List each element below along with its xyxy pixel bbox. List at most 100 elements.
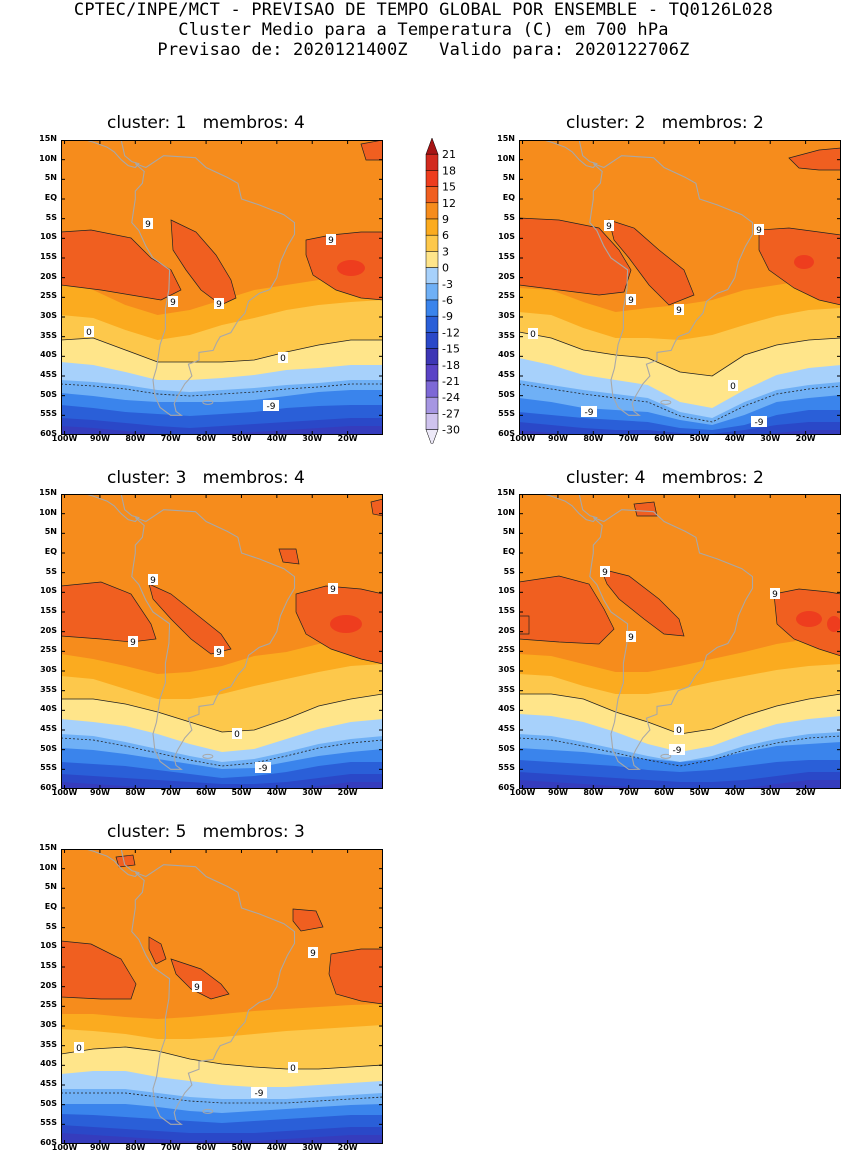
lat-label: 10S	[40, 232, 57, 242]
lat-label: 10S	[498, 586, 515, 596]
colorbar: 21 18 15 12 9 6 3 0 -3 -6 -9 -12 -15 -18 -21 -24 -27 -30	[424, 134, 484, 447]
contour-label: -9	[267, 402, 276, 412]
header-line-1: CPTEC/INPE/MCT - PREVISAO DE TEMPO GLOBA…	[73, 0, 774, 20]
contour-label: 0	[234, 730, 240, 740]
warm-region-2	[170, 958, 230, 1000]
lon-label: 80W	[583, 434, 604, 443]
contour-label-bg	[528, 328, 538, 339]
colorbar-box	[425, 429, 439, 447]
lat-label: EQ	[44, 547, 57, 556]
contour-label-bg	[214, 646, 224, 657]
lat-label: EQ	[44, 902, 57, 911]
colorbar-box	[425, 153, 439, 171]
contour-label-bg	[143, 218, 153, 229]
contour-label: 9	[628, 633, 634, 643]
hot-core-0	[794, 255, 814, 269]
contour-label: -9	[259, 764, 268, 774]
contour-label-bg	[751, 416, 767, 427]
lon-label: 20W	[337, 788, 358, 797]
lat-label: 10N	[497, 153, 515, 163]
lat-label: 25S	[40, 291, 57, 301]
contour-label: 9	[194, 983, 200, 993]
map-frame	[61, 849, 383, 1144]
contour-label-bg	[626, 294, 636, 305]
contour-label-bg	[669, 744, 685, 755]
contour-label: 9	[150, 576, 156, 586]
lon-label: 60W	[196, 788, 217, 797]
map-panel-5: 9 9 0 0 -9	[61, 849, 383, 1144]
lat-label: 25S	[40, 645, 57, 655]
lat-label: 50S	[40, 743, 57, 753]
temp-band-b15	[61, 774, 383, 789]
lon-label: 60W	[654, 434, 675, 443]
colorbar-label: 9	[442, 213, 449, 226]
colorbar-box	[425, 202, 439, 220]
colorbar-label: 15	[442, 181, 456, 194]
contour-label-bg	[84, 326, 94, 337]
contour-minus9	[61, 383, 383, 397]
colorbar-box	[425, 315, 439, 333]
contour-minus9	[61, 737, 383, 767]
map-panel-2-svg: 9 9 9 9 0 0 -9 -9	[519, 140, 841, 435]
map-panel-1: 9 9 9 9 0 0 -9	[61, 140, 383, 435]
lon-label: 30W	[760, 788, 781, 797]
contour-label: 0	[76, 1044, 82, 1054]
lon-label: 40W	[266, 1143, 287, 1152]
contour-label-bg	[148, 574, 158, 585]
lat-label: 5S	[503, 566, 515, 576]
south-america-coastline	[589, 155, 754, 416]
lon-label: 70W	[160, 434, 181, 443]
contour-label: 9	[606, 222, 612, 232]
lat-label: 20S	[40, 271, 57, 281]
colorbar-svg: 21 18 15 12 9 6 3 0 -3 -6 -9 -12 -15 -18 -21 -24 -27 -30	[425, 137, 460, 447]
lon-label: 50W	[231, 1143, 252, 1152]
lat-label: 50S	[498, 743, 515, 753]
contour-label-bg	[288, 1062, 298, 1073]
panel-2-title: cluster: 2 membros: 2	[566, 113, 764, 133]
contour-label: 0	[730, 382, 736, 392]
contour-label: 9	[145, 220, 151, 230]
lat-label: 55S	[498, 409, 515, 419]
map-panel-3: 9 9 9 9 0 -9	[61, 494, 383, 789]
lon-label: 90W	[89, 788, 110, 797]
lon-label: 100W	[509, 788, 536, 797]
lat-label: 50S	[498, 389, 515, 399]
lon-label: 100W	[51, 434, 78, 443]
map-frame	[519, 494, 841, 789]
map-frame	[61, 494, 383, 789]
contour-label-bg	[251, 1087, 267, 1098]
south-america-coastline	[131, 509, 296, 770]
contour-label-bg	[214, 298, 224, 309]
central-america-coastline	[521, 140, 598, 169]
warm-region-4	[292, 908, 324, 932]
lat-label: 5S	[503, 212, 515, 222]
contour-label: -9	[255, 1089, 264, 1099]
contour-0	[61, 1046, 383, 1070]
contour-label: 0	[676, 726, 682, 736]
lon-label: 20W	[795, 434, 816, 443]
lat-label: 45S	[498, 724, 515, 733]
contour-label: 9	[328, 236, 334, 246]
lon-label: 40W	[266, 434, 287, 443]
warm-region-5	[115, 854, 136, 868]
colorbar-label: -15	[442, 343, 460, 356]
colorbar-label: 18	[442, 164, 456, 177]
colorbar-box	[425, 234, 439, 252]
contour-label: 9	[676, 306, 682, 316]
lon-label: 100W	[51, 788, 78, 797]
map-frame	[61, 140, 383, 435]
lat-label: 15S	[40, 252, 57, 261]
contour-label: 9	[756, 226, 762, 236]
contour-label: 9	[216, 300, 222, 310]
lon-label: 50W	[689, 434, 710, 443]
lat-label: 55S	[40, 1118, 57, 1128]
contour-label-bg	[192, 981, 202, 992]
colorbar-box	[425, 218, 439, 236]
colorbar-label: 3	[442, 245, 449, 258]
lat-label: 60S	[498, 783, 515, 792]
falklands-coastline	[202, 399, 214, 405]
lat-label: 20S	[40, 980, 57, 990]
contour-label-bg	[128, 636, 138, 647]
panel-1-title: cluster: 1 membros: 4	[107, 113, 305, 133]
colorbar-box	[425, 380, 439, 398]
